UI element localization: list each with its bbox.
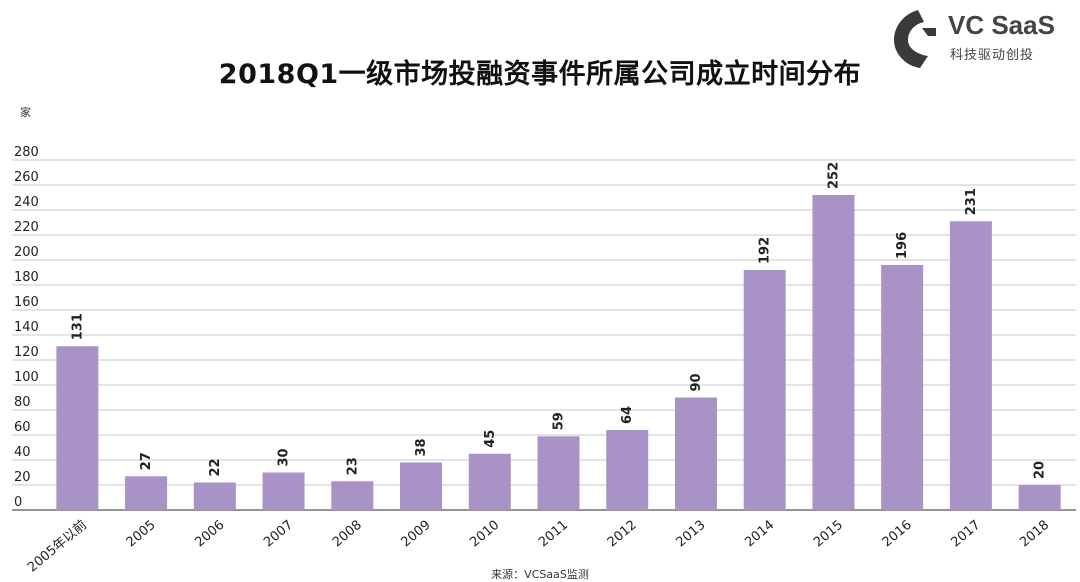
bar-value-label: 196 [895, 232, 910, 259]
y-tick-label: 120 [14, 345, 39, 360]
value-labels: 131 27 22 30 23 38 45 59 64 90 192 252 196 231 20 [70, 162, 1047, 479]
chart-title: 2018Q1一级市场投融资事件所属公司成立时间分布 [218, 59, 862, 90]
x-tick-label: 2006 [192, 518, 227, 551]
bar [881, 265, 924, 510]
x-tick-label: 2008 [330, 518, 365, 551]
bar [331, 481, 374, 510]
bar [812, 195, 855, 510]
x-tick-label: 2007 [261, 518, 296, 551]
x-tick-label: 2014 [742, 518, 777, 551]
bar [262, 472, 305, 510]
bar [1018, 485, 1061, 510]
bar-value-label: 252 [826, 162, 841, 189]
bar-value-label: 22 [208, 458, 223, 476]
x-tick-label: 2010 [467, 518, 502, 551]
x-tick-label: 2012 [605, 518, 640, 551]
x-tick-label: 2009 [399, 518, 434, 551]
y-tick-label: 100 [14, 370, 39, 385]
bar [606, 430, 649, 510]
bar-value-label: 30 [277, 448, 292, 466]
bar-value-label: 90 [689, 373, 704, 391]
y-axis-unit: 家 [20, 106, 31, 119]
logo-name: VC SaaS [948, 10, 1055, 40]
y-axis-ticks: 0 20 40 60 80 100 120 140 160 180 200 220 240 260 280 [14, 145, 39, 510]
brand-logo: VC SaaS 科技驱动创投 [888, 6, 1068, 72]
x-tick-label: 2011 [536, 518, 571, 551]
bar-value-label: 64 [620, 406, 635, 424]
bar [674, 397, 717, 510]
x-tick-label: 2013 [674, 518, 709, 551]
logo-tagline: 科技驱动创投 [950, 48, 1035, 63]
bar [468, 453, 511, 510]
bar-value-label: 38 [414, 438, 429, 456]
y-tick-label: 260 [14, 170, 39, 185]
y-tick-label: 280 [14, 145, 39, 160]
y-tick-label: 60 [14, 420, 31, 435]
vc-saas-logo-icon [894, 10, 936, 68]
y-tick-label: 220 [14, 220, 39, 235]
x-tick-label: 2005 [124, 518, 159, 551]
bar [193, 482, 236, 510]
bar [537, 436, 580, 510]
x-tick-label: 2016 [880, 518, 915, 551]
bars [56, 195, 1061, 510]
bar-value-label: 20 [1033, 461, 1048, 479]
source-note: 来源：VCSaaS监测 [491, 568, 589, 581]
y-tick-label: 240 [14, 195, 39, 210]
bar-value-label: 23 [345, 457, 360, 475]
y-tick-label: 160 [14, 295, 39, 310]
bar [125, 476, 168, 510]
y-tick-label: 140 [14, 320, 39, 335]
x-tick-label: 2018 [1017, 518, 1052, 551]
x-tick-label: 2015 [811, 518, 846, 551]
y-tick-label: 80 [14, 395, 31, 410]
bar-value-label: 231 [964, 188, 979, 215]
bar [400, 462, 443, 510]
y-tick-label: 20 [14, 470, 31, 485]
y-tick-label: 0 [14, 495, 22, 510]
bar-value-label: 45 [483, 430, 498, 448]
y-tick-label: 180 [14, 270, 39, 285]
y-tick-label: 200 [14, 245, 39, 260]
x-tick-label: 2017 [948, 518, 983, 551]
bar-value-label: 131 [70, 313, 85, 340]
bar [743, 270, 786, 510]
bar-value-label: 27 [139, 452, 154, 470]
bar [949, 221, 992, 510]
bar-value-label: 59 [552, 412, 567, 430]
bar-value-label: 192 [758, 237, 773, 264]
y-tick-label: 40 [14, 445, 31, 460]
bar [56, 346, 99, 510]
